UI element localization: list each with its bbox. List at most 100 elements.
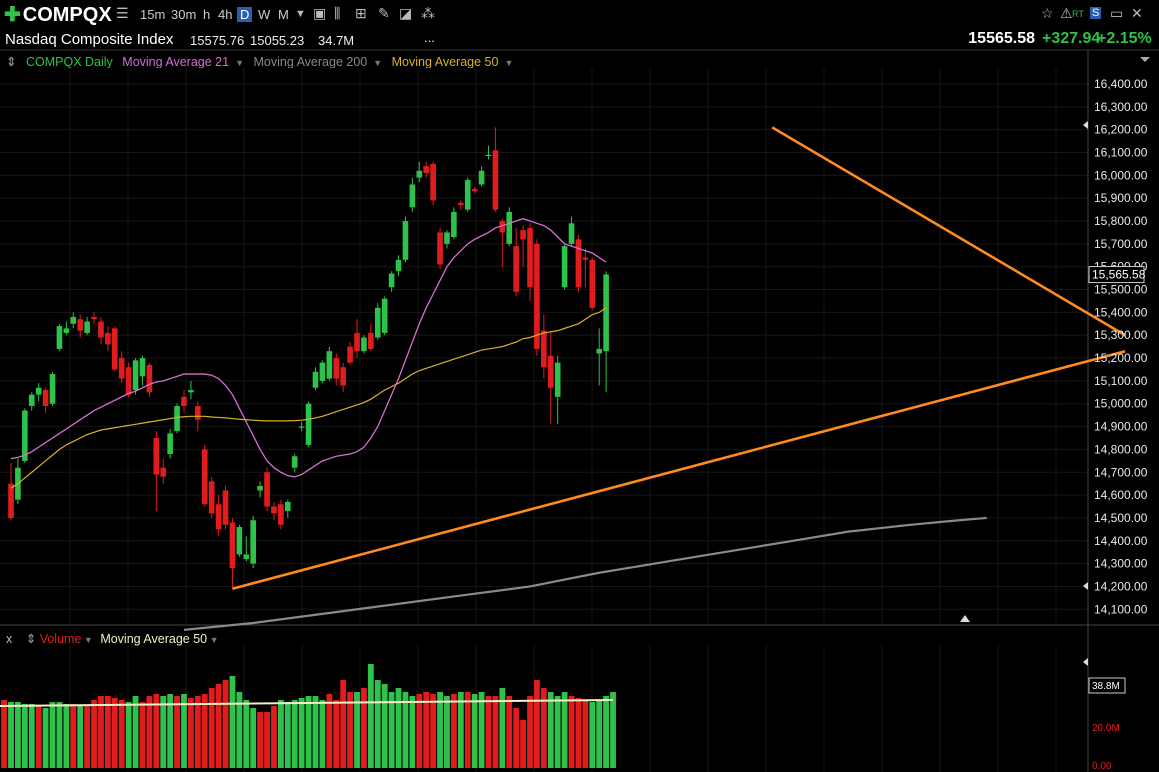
change-value: +327.94 (1042, 30, 1101, 47)
volume-bar (347, 692, 353, 768)
timeframe-m[interactable]: M (278, 7, 289, 22)
volume-bar (464, 692, 471, 768)
candle-body (326, 351, 333, 379)
price-tick-label: 15,500.00 (1094, 283, 1148, 297)
candle-body (125, 367, 132, 395)
buy-sell: ♥ Buy Sell (3, 607, 70, 621)
volume-current-box (1088, 677, 1126, 694)
scroll-arrow (960, 615, 970, 622)
legend-ma21[interactable]: Moving Average 21 (122, 55, 230, 69)
candle-body (305, 403, 312, 445)
candle-body (312, 371, 319, 388)
volume-bar (215, 684, 222, 768)
timeframe-15m[interactable]: 15m (140, 7, 166, 22)
candle-body (437, 232, 443, 265)
price-tick-label: 15,800.00 (1094, 214, 1148, 228)
candle-body (409, 184, 416, 208)
timeframe-h[interactable]: h (203, 7, 211, 22)
trade-icon[interactable]: ♥ (3, 607, 11, 621)
price-tick-label: 14,600.00 (1094, 488, 1148, 502)
candle-body (333, 358, 340, 379)
indicator-icon[interactable]: ⊞ (355, 5, 367, 21)
ma21-dropdown-icon[interactable]: ▼ (235, 58, 244, 68)
volume-bar (8, 702, 14, 768)
price-tick-label: 15,000.00 (1094, 397, 1148, 411)
volume-bar (91, 700, 97, 768)
candle-body (236, 527, 243, 555)
candle-body (534, 243, 540, 349)
volume-bar (56, 702, 63, 768)
close-icon[interactable]: ✕ (1131, 5, 1143, 21)
legend-volume-ma[interactable]: Moving Average 50 (100, 632, 208, 646)
legend-move-icon[interactable]: ⇕ (6, 55, 17, 69)
timeframe-30m[interactable]: 30m (171, 7, 197, 22)
volume-bar (312, 696, 319, 768)
last-price: 15565.58 (968, 30, 1035, 47)
volume-bar (319, 700, 326, 768)
legend-ma50[interactable]: Moving Average 50 (391, 55, 499, 69)
sell-button[interactable]: Sell (48, 607, 70, 621)
more-dots[interactable]: ... (424, 30, 435, 45)
candle-body (451, 211, 457, 238)
trendlines (232, 126, 1126, 590)
candle-body (589, 259, 596, 308)
volume-bar (547, 692, 554, 768)
volume-bar (333, 700, 340, 768)
marker-arrow (1083, 582, 1088, 590)
candle-body (368, 332, 374, 349)
candle-body (361, 337, 367, 352)
layout-icon[interactable]: ◪ (399, 5, 413, 21)
star-icon[interactable]: ☆ (1041, 5, 1054, 21)
timeframe-d[interactable]: D (237, 7, 253, 22)
volume-bar (374, 680, 381, 768)
volume-ma-line (0, 699, 614, 707)
add-symbol-icon[interactable]: ✚ (4, 4, 21, 26)
close-volume-button[interactable]: x (6, 632, 13, 646)
marker-arrow (1083, 121, 1088, 129)
volume-bar (340, 680, 347, 768)
volume-bar (444, 696, 450, 768)
candle-body (8, 483, 14, 518)
bars-icon[interactable]: ⫼ (334, 5, 341, 21)
volume-bar (291, 700, 298, 768)
candle-body (181, 396, 187, 407)
sync-icon[interactable]: S (1090, 7, 1102, 19)
volume-bar (485, 696, 492, 768)
legend-ma200[interactable]: Moving Average 200 (253, 55, 368, 69)
candle-body (527, 227, 533, 288)
draw-icon[interactable]: ✎ (378, 5, 390, 21)
candle-body (174, 406, 180, 432)
price-tick-label: 14,700.00 (1094, 465, 1148, 479)
volume-move-icon[interactable]: ⇕ (25, 632, 37, 646)
volume-axis-label: 20.0M (1092, 723, 1120, 734)
window-icon[interactable]: ▭ (1110, 5, 1124, 21)
symbol-title[interactable]: ✚ COMPQX (4, 2, 112, 27)
volume-bar (305, 696, 312, 768)
list-icon[interactable]: ☰ (116, 5, 129, 21)
legend-series[interactable]: COMPQX Daily (25, 55, 113, 69)
alert-icon[interactable]: ⚠ (1060, 5, 1073, 21)
share-icon[interactable]: ⁂ (421, 5, 435, 21)
volume-bar (582, 700, 589, 768)
legend-volume[interactable]: Volume (39, 632, 82, 646)
timeframe-w[interactable]: W (258, 7, 271, 22)
volume-bar (167, 694, 174, 768)
volume-dropdown-icon[interactable]: ▼ (81, 635, 93, 645)
volume-ma-dropdown-icon[interactable]: ▼ (207, 635, 219, 645)
ma50-dropdown-icon[interactable]: ▼ (504, 58, 514, 68)
index-name: Nasdaq Composite Index (5, 31, 174, 48)
ma200-dropdown-icon[interactable]: ▼ (373, 58, 383, 68)
timeframe-dropdown-icon[interactable]: ▼ (295, 8, 306, 20)
timeframe-4h[interactable]: 4h (218, 7, 233, 22)
candle-body (541, 330, 547, 368)
volume-bar (402, 692, 409, 768)
candle-body (139, 358, 146, 377)
chart-type-icon[interactable]: ▣ (313, 5, 327, 21)
candle-body (70, 316, 77, 324)
volume-bar (284, 702, 291, 768)
buy-button[interactable]: Buy (17, 607, 40, 621)
candle-body (63, 328, 70, 333)
realtime-icon[interactable]: RT (1072, 9, 1084, 19)
volume-bar (416, 694, 423, 768)
volume-bar (506, 696, 513, 768)
